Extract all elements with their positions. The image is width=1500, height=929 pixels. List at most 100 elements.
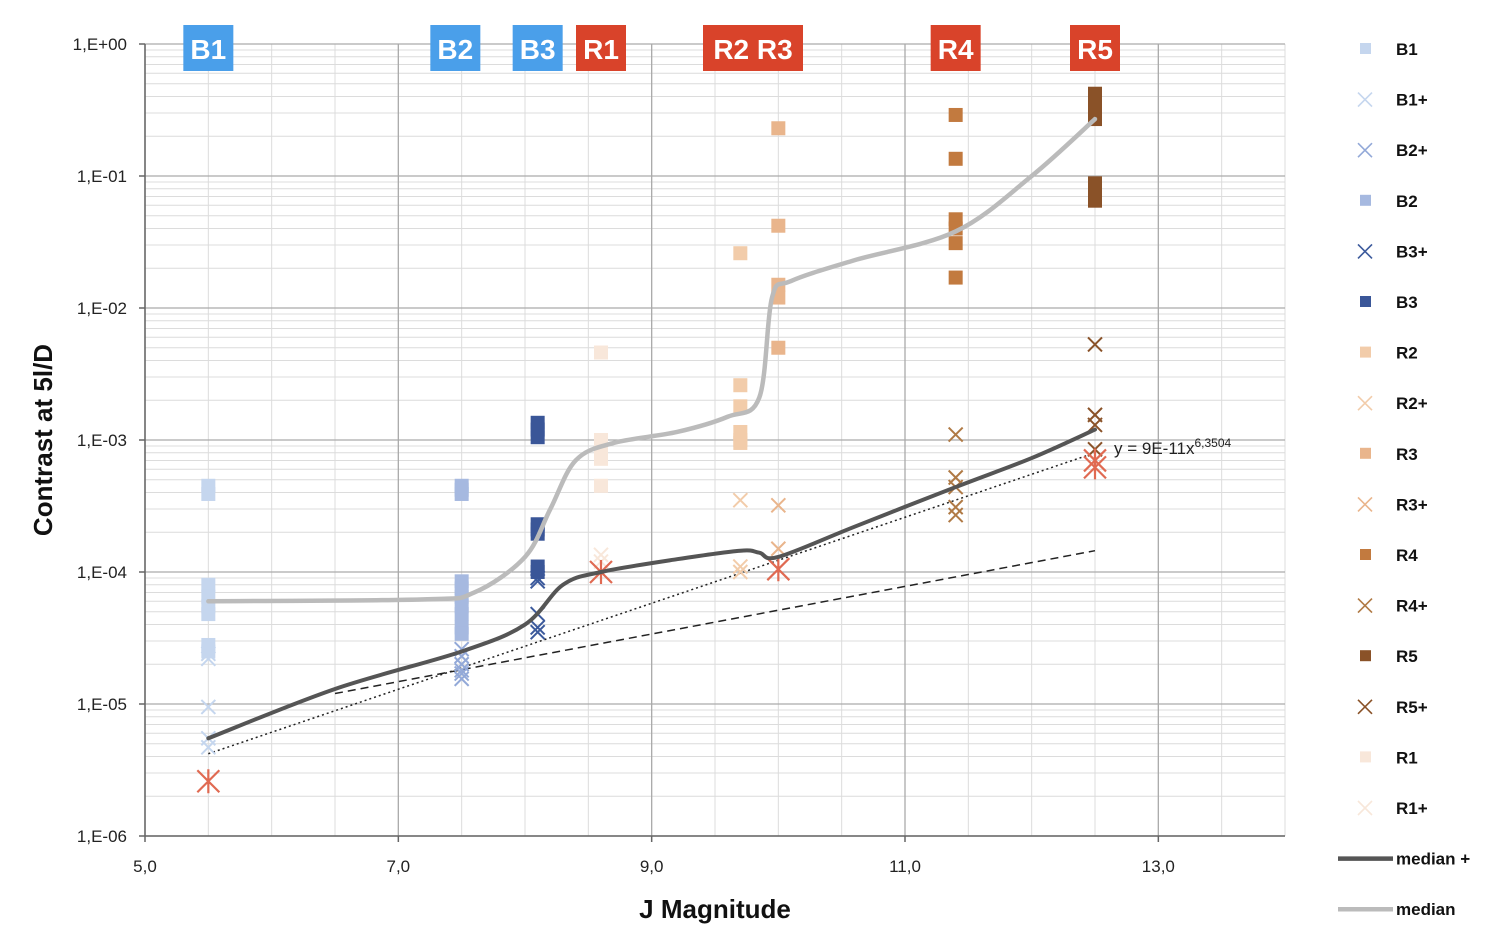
band-label-box xyxy=(1070,25,1120,71)
legend-square-marker xyxy=(1360,751,1371,763)
legend-x-marker xyxy=(1357,598,1373,614)
legend-label: R3+ xyxy=(1396,495,1428,514)
legend-item-r3: R3 xyxy=(1360,445,1418,464)
x-marker xyxy=(453,671,470,687)
legend-label: R1 xyxy=(1396,748,1418,767)
square-marker xyxy=(1088,193,1102,208)
legend-item-r2-plus: R2+ xyxy=(1357,394,1428,413)
red-star-marker xyxy=(1083,455,1107,480)
legend-item-median: median xyxy=(1338,900,1456,919)
x-tick-label: 11,0 xyxy=(889,857,921,876)
legend-item-b2: B2 xyxy=(1360,192,1418,211)
legend-square-marker xyxy=(1360,296,1371,307)
legend-item-r4-plus: R4+ xyxy=(1357,597,1428,616)
band-label-box xyxy=(512,25,563,71)
band-label-box xyxy=(576,25,626,71)
series-r2-plus xyxy=(732,492,749,580)
square-marker xyxy=(733,378,748,393)
square-marker xyxy=(948,270,963,285)
square-marker xyxy=(948,236,963,251)
legend-x-marker xyxy=(1357,395,1373,411)
x-marker xyxy=(732,564,749,580)
legend-item-r4: R4 xyxy=(1360,546,1418,565)
legend-label: median xyxy=(1396,900,1456,919)
x-marker xyxy=(593,547,609,563)
x-marker xyxy=(947,426,964,443)
x-marker xyxy=(770,497,787,514)
equation-main: y = 9E-11x xyxy=(1114,439,1195,458)
square-marker xyxy=(771,340,786,355)
legend-label: median + xyxy=(1396,850,1470,869)
equation-exponent: 6,3504 xyxy=(1194,436,1231,450)
x-tick-label: 7,0 xyxy=(387,857,411,876)
median-curve xyxy=(206,116,1098,604)
legend-item-r1: R1 xyxy=(1360,748,1418,767)
square-marker xyxy=(1088,93,1102,108)
legend-item-b3: B3 xyxy=(1360,293,1418,312)
band-label: B3 xyxy=(520,34,556,65)
square-marker xyxy=(733,435,748,450)
legend-item-b1: B1 xyxy=(1360,40,1418,59)
square-marker xyxy=(201,644,216,659)
square-marker xyxy=(201,607,216,622)
square-marker xyxy=(594,345,608,360)
legend-square-marker xyxy=(1360,43,1371,54)
band-label: R2 R3 xyxy=(713,34,792,65)
y-tick-label: 1,E-02 xyxy=(77,299,127,318)
square-marker xyxy=(733,399,748,414)
series-r1 xyxy=(594,345,608,493)
legend-label: B1 xyxy=(1396,40,1418,59)
x-axis-title: J Magnitude xyxy=(639,894,791,924)
legend-label: R2+ xyxy=(1396,394,1428,413)
square-marker xyxy=(771,121,786,136)
red-star-marker xyxy=(196,769,221,794)
legend-label: B3+ xyxy=(1396,242,1428,261)
band-labels: B1 B2 B3 R1 R2 R3 R4 R5 xyxy=(183,25,1120,71)
legend-item-b3-plus: B3+ xyxy=(1357,242,1428,261)
y-tick-label: 1,E-05 xyxy=(77,695,127,714)
legend-label: R3 xyxy=(1396,445,1418,464)
band-label: R4 xyxy=(938,34,974,65)
legend-x-marker xyxy=(1357,699,1373,715)
red-star-marker xyxy=(766,557,791,582)
square-marker xyxy=(454,626,469,641)
x-marker xyxy=(453,665,470,682)
legend-label: B2+ xyxy=(1396,141,1428,160)
y-axis-title: Contrast at 5l/D xyxy=(28,344,58,536)
square-marker xyxy=(201,577,216,592)
band-label-box xyxy=(183,25,234,71)
legend-x-marker xyxy=(1357,496,1373,512)
y-tick-label: 1,E+00 xyxy=(73,35,127,54)
series-r4 xyxy=(948,107,963,285)
series-b2-plus xyxy=(453,641,470,687)
series-b3 xyxy=(530,415,545,579)
x-tick-label: 5,0 xyxy=(133,857,157,876)
x-marker xyxy=(529,619,546,636)
band-label: R1 xyxy=(583,34,619,65)
axes: 1,E+00 1,E-01 1,E-02 1,E-03 1,E-04 1,E-05 1,E-… xyxy=(73,35,1285,876)
x-marker xyxy=(200,646,217,662)
legend-label: B1+ xyxy=(1396,91,1428,110)
trendline-dotted xyxy=(208,452,1096,755)
x-tick-label: 13,0 xyxy=(1142,857,1175,876)
square-marker xyxy=(594,478,608,493)
x-marker xyxy=(200,651,217,667)
legend-item-b1-plus: B1+ xyxy=(1357,91,1428,110)
trendline-dashed xyxy=(334,549,1096,695)
band-label-box xyxy=(930,25,981,71)
square-marker xyxy=(594,451,608,466)
square-marker xyxy=(733,246,748,261)
legend-item-b2-plus: B2+ xyxy=(1357,141,1428,160)
x-marker xyxy=(200,699,217,715)
square-marker xyxy=(454,486,469,501)
series-r5 xyxy=(1088,86,1102,208)
band-label: R5 xyxy=(1077,34,1113,65)
series-r5-plus xyxy=(1087,336,1103,458)
x-tick-label: 9,0 xyxy=(640,857,664,876)
legend-square-marker xyxy=(1360,194,1371,206)
band-label: B1 xyxy=(190,34,226,65)
legend-x-marker xyxy=(1357,92,1373,108)
legend-square-marker xyxy=(1360,346,1371,358)
square-marker xyxy=(530,430,545,445)
